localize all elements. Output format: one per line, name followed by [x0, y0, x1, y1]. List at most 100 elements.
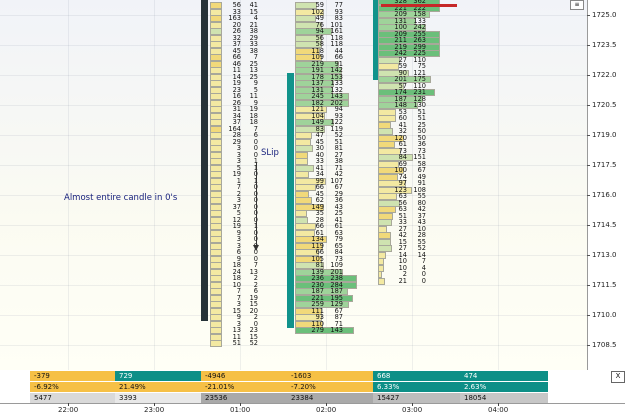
- ask-volume: 195: [330, 293, 343, 302]
- ask-volume: 4: [253, 14, 258, 22]
- ask-volume: 21: [249, 20, 258, 29]
- bid-volume: 119: [311, 241, 324, 250]
- price-tick: 1710.0: [587, 311, 617, 319]
- ask-volume: 238: [330, 274, 343, 282]
- bid-volume: 41: [398, 120, 407, 129]
- bid-volume: 3: [236, 319, 241, 328]
- bid-volume: 53: [398, 107, 407, 116]
- ask-volume: 91: [334, 59, 343, 68]
- ask-volume: 4: [421, 263, 426, 272]
- bid-volume: 56: [232, 1, 241, 9]
- time-tick-mark: [240, 403, 241, 406]
- ask-volume: 0: [236, 235, 258, 244]
- footprint-chart[interactable]: 56 41 33 15 163 4 20 21 26 38 32 29 37 33 45 38 66 7 46 25 1…: [0, 0, 587, 370]
- bid-volume: 164: [228, 124, 241, 133]
- bid-volume: 123: [394, 185, 407, 194]
- ask-volume: 108: [413, 185, 426, 194]
- summary-panel: -379 729 -4946 -1603 668 474 -6.92% 21.4…: [0, 370, 625, 415]
- bid-volume: 33: [398, 218, 407, 226]
- time-tick-mark: [326, 403, 327, 406]
- ask-volume: 7: [253, 124, 258, 133]
- ask-volume: 28: [417, 231, 426, 239]
- bid-volume: 13: [232, 326, 241, 334]
- ask-volume: 142: [330, 66, 343, 74]
- time-tick: 02:00: [316, 406, 337, 414]
- time-tick-mark: [154, 403, 155, 406]
- bid-volume: 182: [311, 98, 324, 107]
- ask-volume: 23: [249, 326, 258, 334]
- time-axis-line: [0, 403, 625, 404]
- ask-volume: 43: [334, 202, 343, 211]
- bid-volume: 149: [311, 118, 324, 126]
- ask-volume: 158: [413, 10, 426, 18]
- bid-volume: 40: [315, 150, 324, 159]
- bid-volume: 63: [398, 205, 407, 213]
- ask-volume: 52: [249, 339, 258, 347]
- price-tick: 1722.0: [587, 71, 617, 79]
- candle-teal-2: [373, 0, 380, 80]
- summary-r3-c2: 3393: [115, 393, 201, 403]
- ask-volume: 10: [417, 224, 426, 233]
- bid-volume: 24: [232, 267, 241, 276]
- bid-volume: 9: [236, 228, 241, 237]
- ask-volume: 50: [417, 133, 426, 142]
- price-tick: 1719.0: [587, 131, 617, 139]
- bid-volume: 59: [398, 62, 407, 70]
- time-tick-mark: [68, 403, 69, 406]
- bid-volume: 3: [236, 235, 241, 243]
- ask-volume: 202: [330, 98, 343, 107]
- bid-volume: 63: [398, 192, 407, 200]
- volume-bar: [295, 301, 350, 308]
- ask-volume: 13: [249, 267, 258, 276]
- volume-bar: [210, 340, 222, 347]
- bid-volume: 209: [394, 29, 407, 38]
- bid-volume: 236: [311, 274, 324, 282]
- bid-volume: 31: [232, 105, 241, 113]
- ask-volume: 71: [334, 319, 343, 328]
- bid-volume: 131: [394, 16, 407, 25]
- bid-volume: 66: [232, 53, 241, 61]
- time-gridline: [154, 0, 155, 370]
- bid-volume: 137: [311, 79, 324, 87]
- ask-volume: 25: [249, 72, 258, 81]
- ask-volume: 79: [334, 235, 343, 243]
- summary-r3-c1: 5477: [30, 393, 115, 403]
- bid-volume: 104: [311, 111, 324, 120]
- bid-volume: 61: [398, 140, 407, 148]
- ask-volume: 1: [236, 177, 258, 186]
- ask-volume: 225: [413, 49, 426, 57]
- ask-volume: 93: [334, 111, 343, 120]
- volume-bar: [378, 277, 385, 285]
- ask-volume: 15: [249, 332, 258, 341]
- summary-r3-c3: 23536: [201, 393, 287, 403]
- bid-volume: 83: [315, 124, 324, 133]
- bid-volume: 56: [315, 33, 324, 42]
- ask-volume: 19: [249, 293, 258, 302]
- ask-volume: 187: [330, 287, 343, 295]
- ask-volume: 2: [253, 313, 258, 321]
- ask-volume: 37: [417, 211, 426, 220]
- ask-volume: 128: [413, 94, 426, 103]
- bid-volume: 18: [232, 261, 241, 269]
- bid-volume: 37: [232, 202, 241, 211]
- ask-volume: 151: [413, 153, 426, 161]
- candle-teal-1: [287, 73, 294, 328]
- close-button[interactable]: X: [611, 371, 625, 383]
- volume-bar: [295, 327, 354, 334]
- menu-button[interactable]: ≡: [570, 0, 584, 10]
- bid-volume: 66: [315, 248, 324, 256]
- ask-volume: 5: [253, 85, 258, 94]
- bid-volume: 56: [398, 198, 407, 207]
- ask-volume: 130: [413, 101, 426, 109]
- summary-r1-c3: -4946: [201, 371, 287, 381]
- ask-volume: 0: [253, 248, 258, 256]
- summary-r1-c1: -379: [30, 371, 115, 381]
- ask-volume: 0: [253, 319, 258, 328]
- bid-volume: 121: [311, 105, 324, 113]
- price-tick: 1708.5: [587, 341, 617, 349]
- bid-volume: 11: [232, 332, 241, 341]
- bid-volume: 45: [315, 137, 324, 146]
- ask-volume: 175: [413, 75, 426, 83]
- ask-volume: 0: [253, 150, 258, 159]
- ask-volume: 50: [417, 127, 426, 135]
